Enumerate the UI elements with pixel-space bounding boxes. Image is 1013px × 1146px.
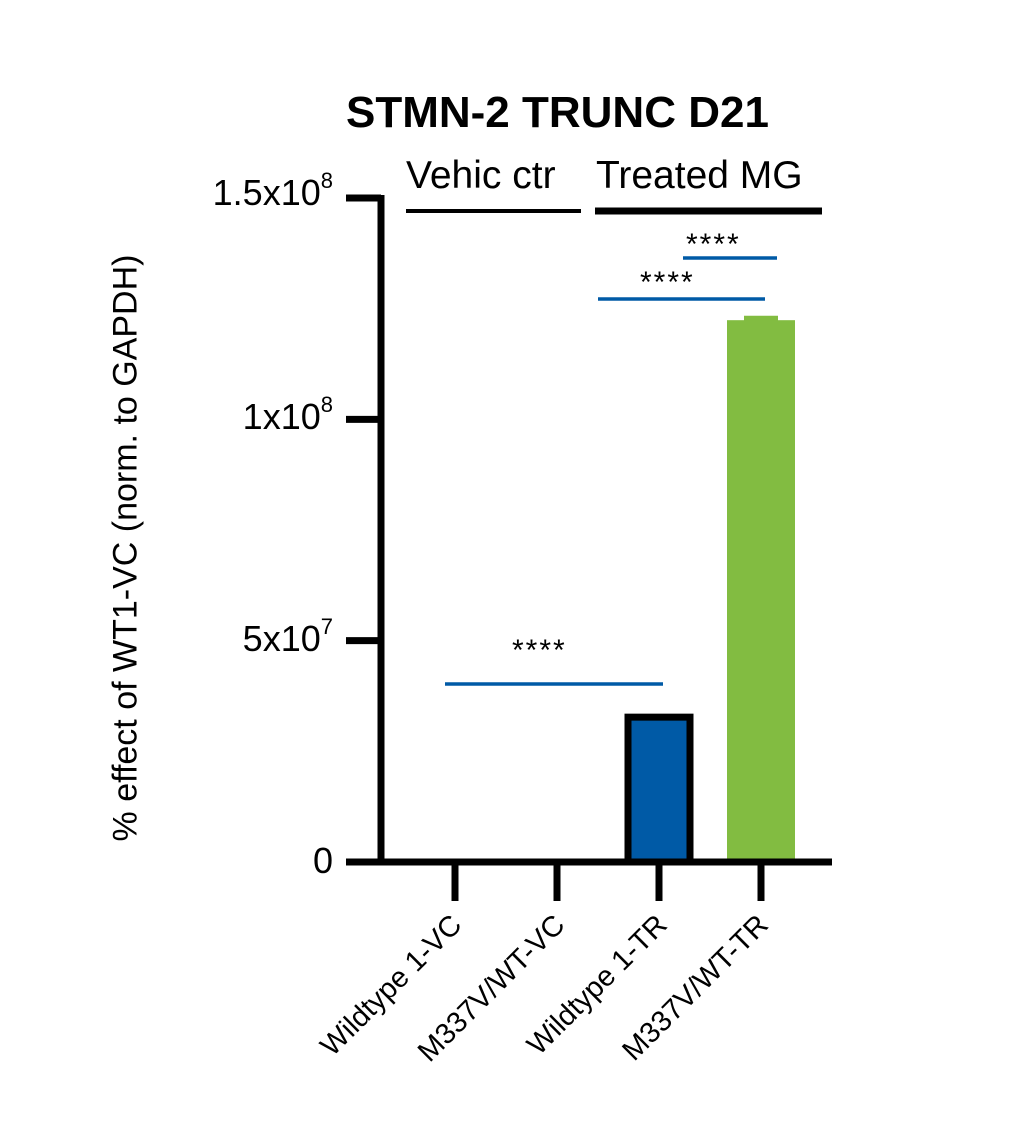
- y-tick-label-0: 0: [312, 840, 333, 881]
- significance-stars-1: ****: [512, 634, 567, 667]
- bar-3: [727, 320, 795, 862]
- group-label-vehicle: Vehic ctr: [406, 154, 556, 197]
- significance-stars-3: ****: [686, 228, 741, 261]
- y-tick-label-100m: 1x108: [242, 392, 333, 437]
- error-cap-3: [744, 315, 778, 322]
- y-tick-label-50m: 5x107: [242, 614, 333, 659]
- y-tick-label-150m: 1.5x108: [212, 168, 333, 213]
- bar-2: [624, 713, 694, 866]
- group-label-treated: Treated MG: [596, 154, 803, 197]
- chart-title: STMN-2 TRUNC D21: [346, 88, 769, 137]
- significance-stars-2: ****: [640, 266, 695, 299]
